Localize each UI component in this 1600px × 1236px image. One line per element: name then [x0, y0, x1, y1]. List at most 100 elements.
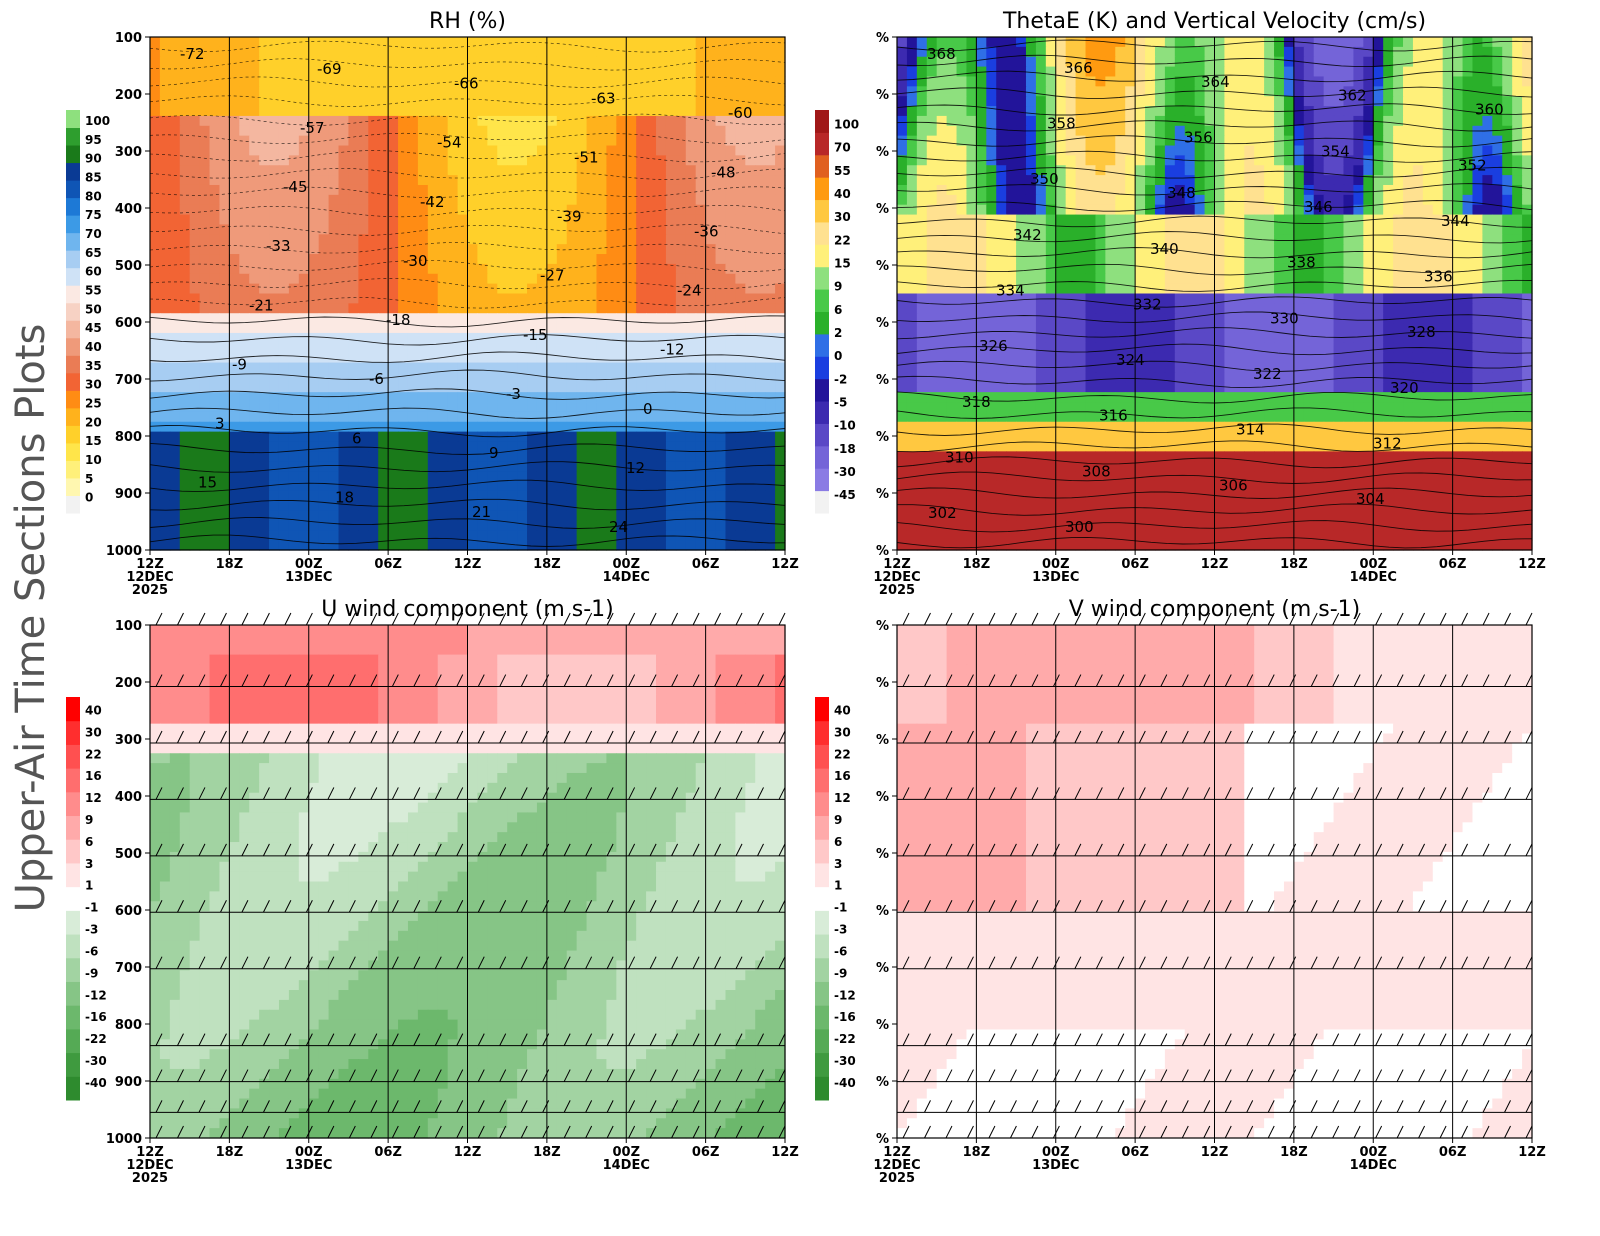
heatmap-cell [775, 372, 786, 383]
heatmap-cell [636, 530, 647, 541]
heatmap-cell [1303, 224, 1315, 235]
heatmap-cell [318, 441, 330, 452]
heatmap-cell [348, 283, 359, 295]
heatmap-cell [487, 115, 498, 127]
heatmap-cell [586, 510, 598, 522]
heatmap-cell [996, 86, 1007, 97]
heatmap-cell [527, 313, 538, 324]
heatmap-cell [606, 194, 617, 206]
heatmap-cell [467, 234, 479, 245]
heatmap-cell [328, 96, 340, 107]
heatmap-cell [566, 263, 578, 275]
heatmap-cell [378, 362, 389, 374]
heatmap-cell [586, 451, 598, 462]
heatmap-cell [976, 106, 987, 117]
heatmap-cell [1105, 115, 1116, 127]
heatmap-cell [497, 362, 508, 374]
heatmap-cell [546, 441, 558, 452]
heatmap-cell [626, 135, 637, 147]
heatmap-cell [159, 303, 171, 314]
heatmap-cell [1412, 106, 1424, 117]
heatmap-cell [775, 480, 786, 492]
heatmap-cell [348, 303, 359, 314]
heatmap-cell [427, 244, 439, 255]
heatmap-cell [249, 362, 260, 374]
heatmap-cell [616, 194, 627, 206]
heatmap-cell [576, 382, 588, 393]
heatmap-cell [926, 56, 938, 68]
heatmap-cell [695, 500, 707, 512]
heatmap-cell [497, 540, 508, 551]
heatmap-cell [378, 372, 389, 383]
heatmap-cell [626, 471, 637, 482]
heatmap-cell [179, 214, 191, 226]
heatmap-cell [467, 500, 479, 512]
heatmap-cell [338, 490, 350, 502]
heatmap-cell [1522, 155, 1533, 166]
heatmap-cell [1323, 165, 1335, 176]
heatmap-cell [259, 382, 270, 393]
heatmap-cell [219, 382, 230, 393]
heatmap-cell [288, 165, 300, 176]
heatmap-cell [199, 431, 211, 443]
heatmap-cell [1452, 214, 1464, 226]
heatmap-cell [308, 184, 320, 196]
heatmap-cell [150, 411, 161, 423]
heatmap-cell [1035, 76, 1047, 87]
heatmap-cell [527, 362, 538, 374]
heatmap-cell [546, 451, 558, 462]
heatmap-cell [745, 323, 756, 334]
colorbar-label: 85 [85, 171, 102, 185]
heatmap-cell [1363, 204, 1374, 216]
heatmap-cell [1045, 155, 1057, 166]
heatmap-cell [159, 234, 171, 245]
heatmap-cell [477, 441, 488, 452]
heatmap-cell [1115, 125, 1126, 137]
heatmap-cell [1135, 263, 1146, 275]
heatmap-cell [646, 37, 657, 48]
heatmap-cell [996, 194, 1007, 206]
heatmap-cell [269, 125, 280, 137]
heatmap-cell [576, 76, 588, 87]
heatmap-cell [685, 204, 697, 216]
heatmap-cell [906, 244, 918, 255]
heatmap-cell [1006, 254, 1017, 265]
heatmap-cell [1363, 234, 1374, 245]
heatmap-cell [536, 382, 548, 393]
heatmap-cell [765, 342, 776, 354]
heatmap-cell [586, 490, 598, 502]
heatmap-cell [229, 402, 240, 413]
heatmap-cell [735, 332, 746, 344]
heatmap-cell [646, 352, 657, 364]
heatmap-cell [219, 37, 230, 48]
heatmap-cell [477, 510, 488, 522]
heatmap-cell [239, 313, 250, 324]
heatmap-cell [1283, 145, 1295, 156]
heatmap-cell [328, 451, 340, 462]
heatmap-cell [1293, 155, 1305, 166]
heatmap-cell [1154, 66, 1166, 78]
heatmap-cell [308, 214, 320, 226]
heatmap-cell [269, 313, 280, 324]
heatmap-cell [586, 283, 598, 295]
heatmap-cell [447, 76, 459, 87]
heatmap-cell [616, 263, 627, 275]
heatmap-cell [288, 135, 300, 147]
heatmap-cell [457, 293, 469, 304]
heatmap-cell [1313, 204, 1325, 216]
heatmap-cell [705, 372, 717, 383]
heatmap-cell [755, 263, 766, 275]
heatmap-cell [368, 106, 379, 117]
heatmap-cell [1412, 194, 1424, 206]
heatmap-cell [685, 392, 697, 403]
heatmap-cell [665, 175, 677, 186]
heatmap-cell [675, 263, 687, 275]
colorbar-swatch [66, 372, 80, 391]
heatmap-cell [1502, 145, 1513, 156]
heatmap-cell [1224, 106, 1235, 117]
heatmap-cell [745, 480, 756, 492]
heatmap-cell [1085, 194, 1097, 206]
y-tick-label: 200 [115, 88, 142, 103]
heatmap-cell [695, 283, 707, 295]
heatmap-cell [725, 352, 736, 364]
